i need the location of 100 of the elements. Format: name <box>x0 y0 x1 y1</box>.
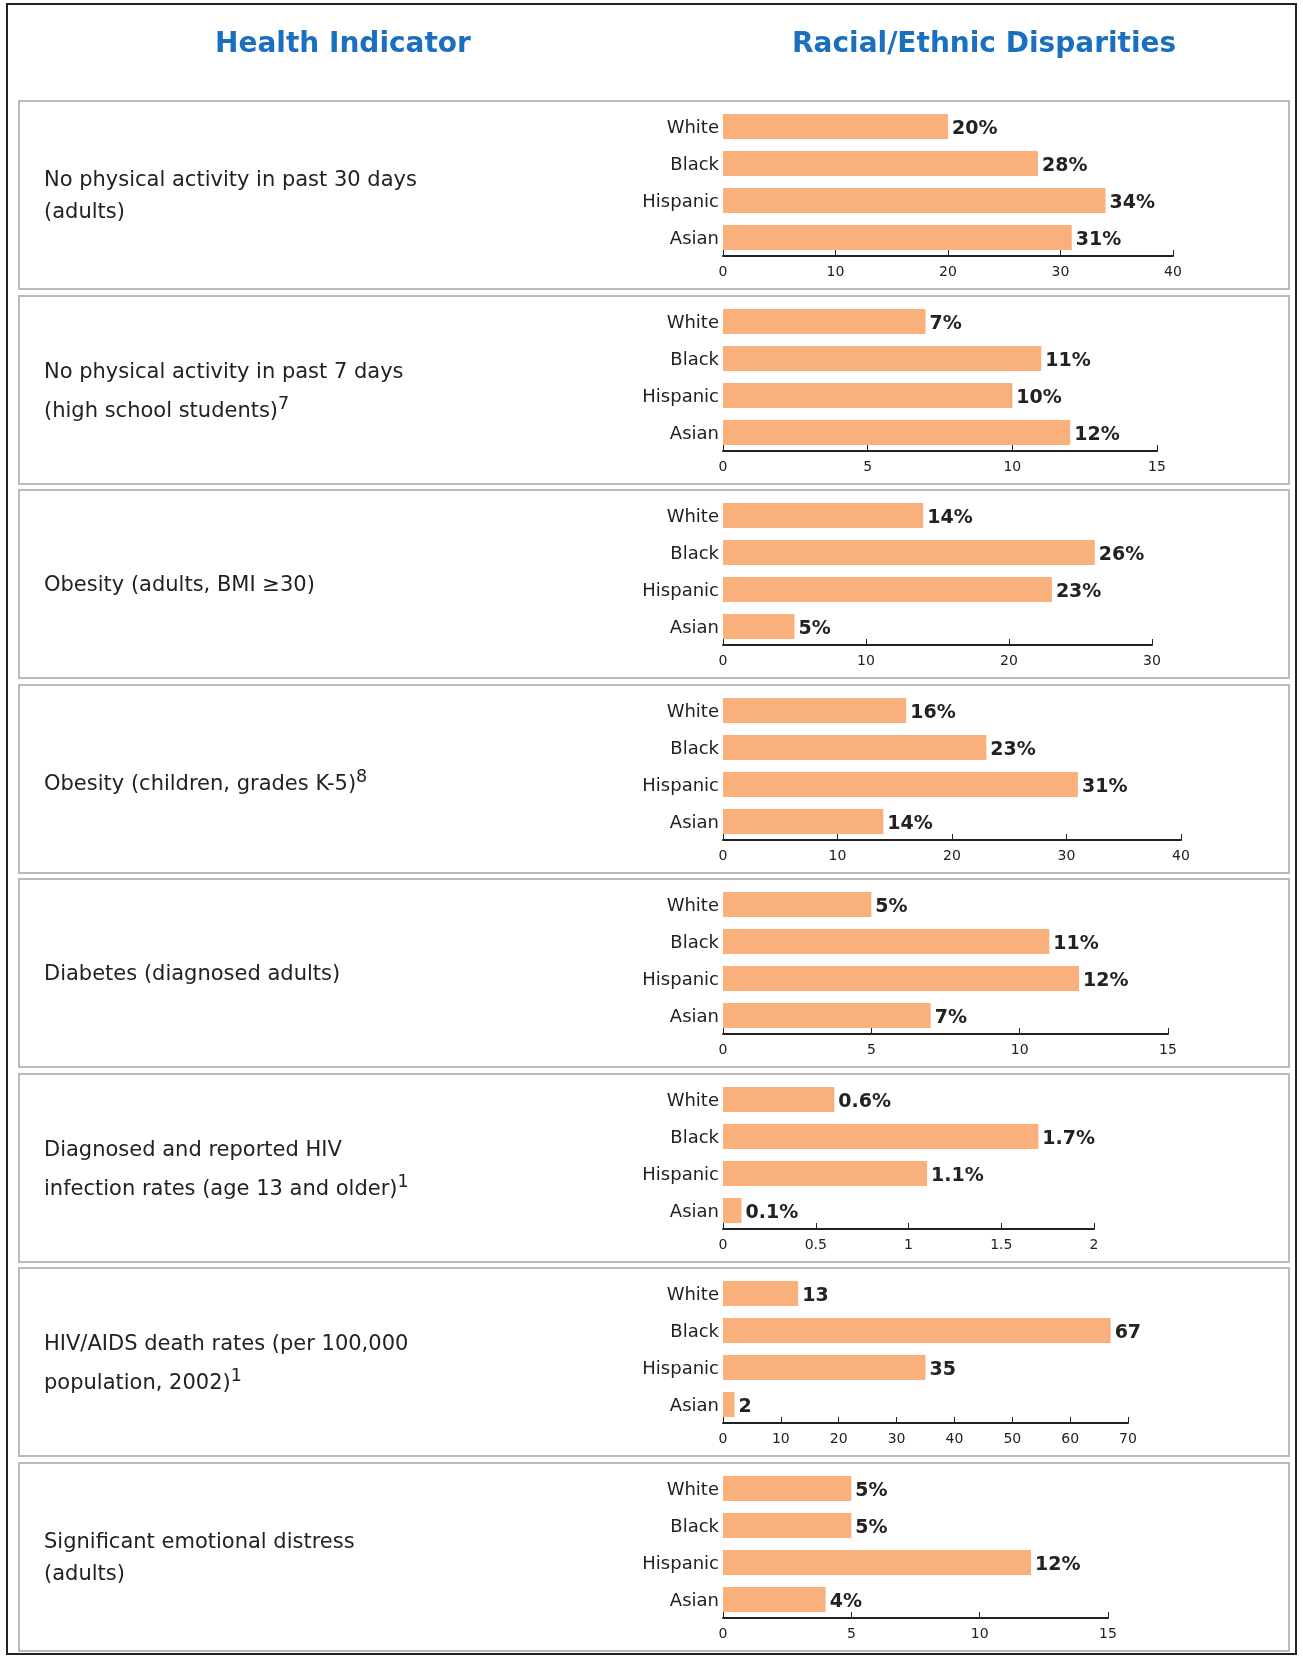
data-label: 11% <box>1045 347 1091 369</box>
x-tick-label: 0 <box>718 846 728 863</box>
y-tick-label: Hispanic <box>642 1551 719 1573</box>
bar <box>723 1318 1111 1343</box>
bar <box>723 345 1042 371</box>
bar <box>723 308 926 334</box>
y-tick-label: Hispanic <box>642 384 719 406</box>
x-tick-label: 0 <box>718 263 728 279</box>
bar <box>723 503 924 528</box>
bar <box>723 114 948 139</box>
bar <box>723 1281 799 1306</box>
data-label: 1.7% <box>1042 1125 1096 1147</box>
y-tick-label: Black <box>670 153 720 174</box>
bar <box>723 771 1078 797</box>
x-tick-label: 10 <box>1010 1041 1029 1057</box>
bar <box>723 1549 1031 1575</box>
bar <box>723 1160 928 1186</box>
text: Health Indicator <box>215 25 472 59</box>
y-tick-label: Hispanic <box>642 773 719 795</box>
y-tick-label: White <box>666 116 719 137</box>
bar <box>723 419 1071 445</box>
x-tick-label: 20 <box>943 846 961 863</box>
bar <box>723 225 1072 250</box>
y-tick-label: Asian <box>669 1005 719 1026</box>
y-tick-label: Asian <box>669 1394 719 1415</box>
x-tick-label: 30 <box>887 1430 906 1446</box>
data-label: 0.1% <box>745 1199 799 1221</box>
x-tick-label: 0 <box>718 652 728 668</box>
x-tick-label: 0.5 <box>804 1235 827 1252</box>
data-label: 7% <box>929 310 962 332</box>
y-tick-label: White <box>666 699 719 721</box>
x-tick-label: 0 <box>718 1041 728 1057</box>
text: Racial/Ethnic Disparities <box>792 25 1177 59</box>
y-tick-label: Black <box>670 347 720 369</box>
data-label: 13 <box>802 1282 829 1305</box>
text: Obesity (children, grades K-5)$^{8}$ <box>44 764 369 796</box>
bar <box>723 929 1050 954</box>
data-label: 23% <box>1055 578 1102 601</box>
x-tick-label: 5 <box>866 1041 876 1057</box>
x-tick-label: 40 <box>1164 263 1182 279</box>
x-tick-label: 10 <box>970 1624 989 1641</box>
x-tick-label: 30 <box>1057 846 1076 863</box>
bar <box>723 1003 931 1028</box>
data-label: 2 <box>738 1393 752 1416</box>
y-tick-label: Black <box>670 931 720 952</box>
x-tick-label: 15 <box>1159 1041 1177 1057</box>
bar <box>723 614 795 639</box>
y-tick-label: White <box>666 1088 719 1110</box>
bar <box>723 966 1079 991</box>
data-label: 1.1% <box>931 1162 984 1184</box>
bar <box>723 1355 926 1380</box>
data-label: 67 <box>1114 1319 1142 1342</box>
data-label: 7% <box>934 1004 967 1027</box>
x-tick-label: 70 <box>1119 1430 1137 1446</box>
text: No physical activity in past 7 days (high school students)$^{7}$ <box>44 357 405 423</box>
data-label: 28% <box>1042 152 1088 175</box>
data-label: 12% <box>1074 421 1120 443</box>
bar <box>723 1512 852 1538</box>
y-tick-label: Black <box>670 1125 720 1147</box>
y-tick-label: Hispanic <box>642 190 719 211</box>
text: Diagnosed and reported HIV infection rates (age 13 and older)$^{1}$ <box>44 1135 410 1201</box>
y-tick-label: Asian <box>669 1588 719 1610</box>
y-tick-label: Asian <box>669 1199 719 1221</box>
x-tick-label: 1.5 <box>990 1235 1013 1252</box>
bar <box>723 1392 735 1417</box>
x-tick-label: 30 <box>1143 652 1161 668</box>
x-tick-label: 50 <box>1003 1430 1022 1446</box>
text: HIV/AIDS death rates (per 100,000 population, 2002)$^{1}$ <box>44 1329 410 1396</box>
x-tick-label: 10 <box>1003 457 1022 474</box>
x-tick-label: 30 <box>1051 263 1070 279</box>
data-label: 31% <box>1075 226 1122 249</box>
bar <box>723 151 1038 176</box>
x-tick-label: 10 <box>828 846 847 863</box>
x-tick-label: 0 <box>718 1235 728 1252</box>
bar <box>723 1123 1039 1149</box>
bar <box>723 734 987 760</box>
bar <box>723 808 884 834</box>
x-tick-label: 2 <box>1089 1235 1099 1252</box>
y-tick-label: Asian <box>669 616 719 637</box>
data-label: 26% <box>1098 541 1145 564</box>
text: Diabetes (diagnosed adults) <box>44 960 342 987</box>
y-tick-label: Asian <box>669 810 719 832</box>
data-label: 12% <box>1035 1551 1081 1573</box>
x-tick-label: 20 <box>939 263 957 279</box>
y-tick-label: Asian <box>669 421 719 443</box>
y-tick-label: White <box>666 1283 719 1304</box>
x-tick-label: 5 <box>863 457 873 474</box>
bar <box>723 540 1095 565</box>
y-tick-label: Hispanic <box>642 1162 719 1184</box>
y-tick-label: White <box>666 894 719 915</box>
y-tick-label: Hispanic <box>642 579 719 600</box>
y-tick-label: Black <box>670 1514 720 1536</box>
y-tick-label: Asian <box>669 227 719 248</box>
x-tick-label: 15 <box>1099 1624 1117 1641</box>
bar <box>723 1197 742 1223</box>
x-tick-label: 40 <box>1172 846 1190 863</box>
data-label: 20% <box>952 115 998 138</box>
y-tick-label: White <box>666 310 719 332</box>
data-label: 10% <box>1016 384 1062 406</box>
x-tick-label: 0 <box>718 457 728 474</box>
